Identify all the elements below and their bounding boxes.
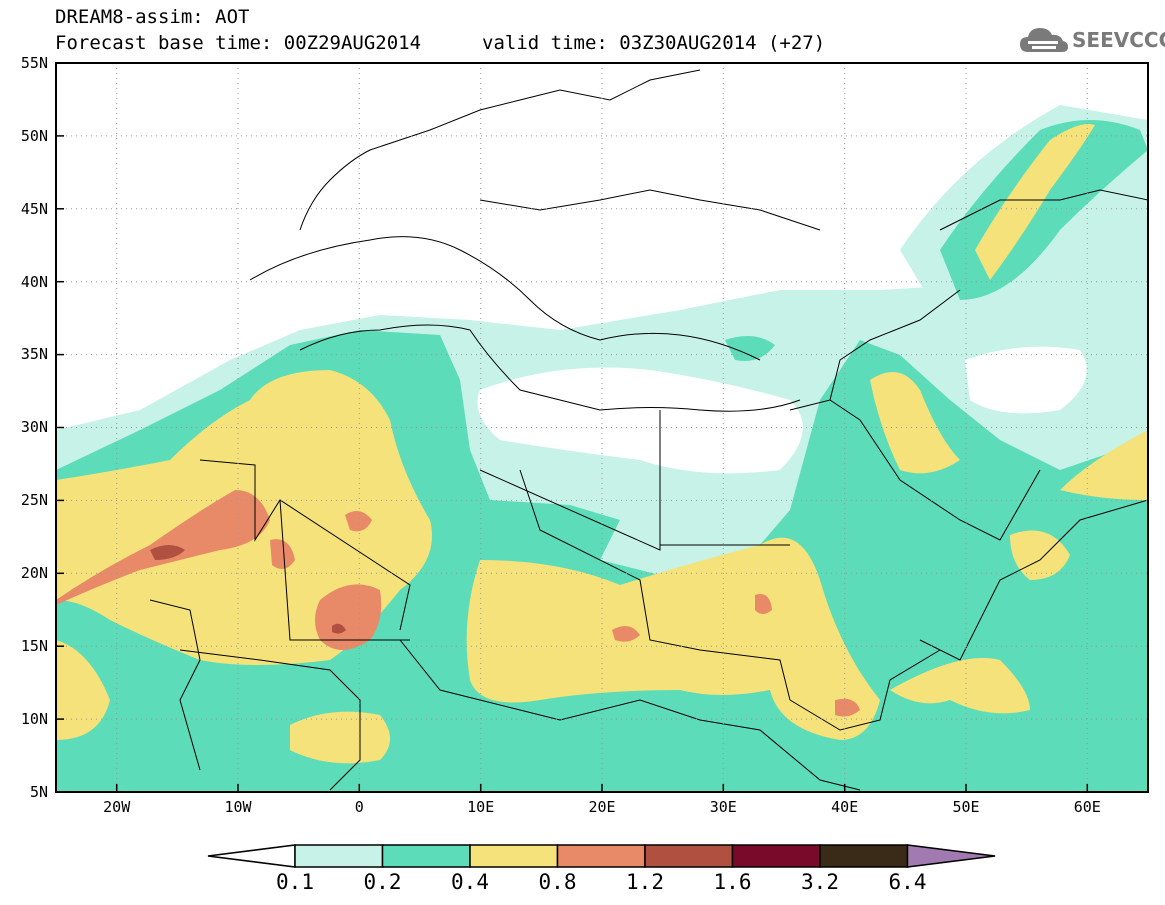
aot-contour-1.2: [150, 545, 185, 560]
low-aot-area: [477, 367, 803, 474]
lat-label: 25N: [21, 491, 48, 509]
aot-contour-0.4-north: [975, 124, 1095, 280]
aot-contour-0.8: [270, 539, 295, 569]
colorbar-segment: [819, 844, 909, 868]
lat-label: 35N: [21, 345, 48, 363]
colorbar-segment: [731, 844, 821, 868]
colorbar-segment: [294, 844, 384, 868]
aot-contour-0.8: [835, 698, 860, 717]
lat-label: 15N: [21, 637, 48, 655]
lat-label: 40N: [21, 273, 48, 291]
aot-contour-0.4: [870, 372, 960, 474]
lat-label: 30N: [21, 418, 48, 436]
lon-label: 0: [355, 798, 364, 816]
lat-label: 50N: [21, 127, 48, 145]
aot-contour-0.4: [1060, 430, 1148, 500]
cloud-logo-icon: [1020, 28, 1068, 52]
aot-contour-0.4: [466, 537, 880, 740]
lon-label: 50E: [952, 798, 979, 816]
colorbar-level-label: 6.4: [888, 870, 927, 894]
aot-contour-0.8: [612, 626, 640, 642]
valid-time: valid time: 03Z30AUG2014 (+27): [482, 32, 826, 54]
aot-contour-0.4: [890, 658, 1030, 714]
colorbar-level-label: 0.4: [451, 870, 489, 894]
lat-label: 20N: [21, 564, 48, 582]
lat-lon-grid: [56, 63, 1148, 792]
lon-labels: 20W 10W 0 10E 20E 30E 40E 50E 60E: [103, 798, 1101, 816]
forecast-base-time: Forecast base time: 00Z29AUG2014: [55, 32, 422, 54]
lon-label: 10W: [224, 798, 252, 816]
seevccc-logo: SEEVCCC: [1018, 22, 1165, 58]
aot-contour-0.2-cyprus: [725, 336, 775, 361]
aot-contour-1.2: [332, 623, 346, 634]
lon-label: 10E: [467, 798, 494, 816]
lat-labels: 5N 10N 15N 20N 25N 30N 35N 40N 45N 50N 5…: [21, 54, 48, 801]
colorbar-level-label: 1.2: [626, 870, 664, 894]
colorbar-level-label: 1.6: [713, 870, 752, 894]
lon-label: 20W: [103, 798, 131, 816]
lat-label: 5N: [30, 783, 48, 801]
low-aot-area: [965, 346, 1087, 414]
aot-contour-0.4: [56, 640, 110, 740]
lat-label: 45N: [21, 200, 48, 218]
colorbar: [207, 844, 996, 868]
colorbar-level-label: 0.8: [538, 870, 577, 894]
lon-label: 60E: [1074, 798, 1101, 816]
colorbar-segment: [381, 844, 471, 868]
colorbar-level-label: 3.2: [801, 870, 839, 894]
lat-label: 55N: [21, 54, 48, 72]
colorbar-segment: [644, 844, 734, 868]
lon-label: 20E: [588, 798, 615, 816]
aot-contour-0.4: [290, 711, 390, 764]
logo-text: SEEVCCC: [1072, 28, 1165, 52]
country-boundaries: [149, 69, 1148, 791]
aot-contour-0.8: [755, 594, 772, 614]
colorbar-under-arrow: [207, 844, 296, 868]
lat-label: 10N: [21, 710, 48, 728]
colorbar-level-label: 0.2: [363, 870, 402, 894]
aot-contour-0.8: [345, 511, 372, 532]
lon-label: 40E: [831, 798, 858, 816]
colorbar-level-label: 0.1: [276, 870, 314, 894]
colorbar-segment: [469, 844, 559, 868]
colorbar-segment: [556, 844, 646, 868]
aot-contour-0.8: [315, 584, 382, 650]
lon-label: 30E: [710, 798, 737, 816]
colorbar-over-arrow: [906, 844, 996, 868]
axis-ticks: [56, 135, 1089, 792]
map-title: DREAM8-assim: AOT: [55, 6, 250, 28]
